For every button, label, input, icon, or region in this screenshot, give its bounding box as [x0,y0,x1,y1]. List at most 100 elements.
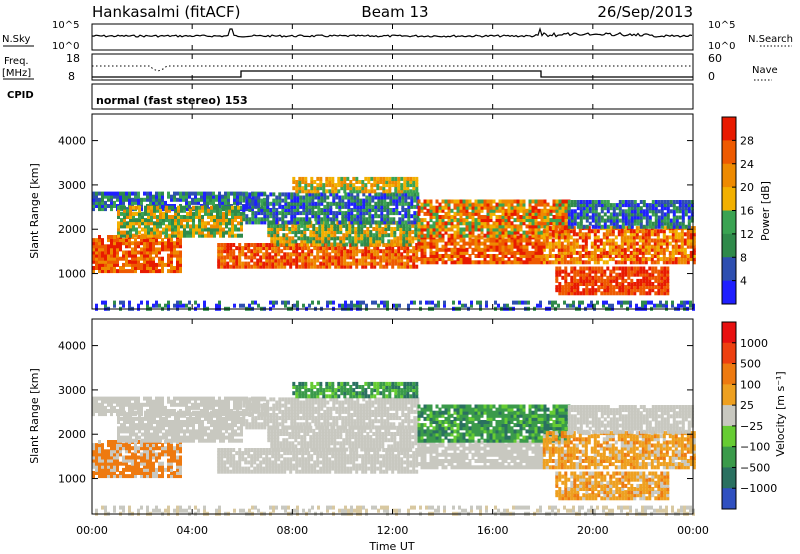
power-cell [116,262,119,267]
power-cell [104,269,107,274]
power-cell [271,261,275,266]
power-cell [681,224,685,229]
power-cell [641,257,645,262]
power-cell [531,215,535,219]
power-cell [320,201,324,206]
power-cell [104,300,107,305]
power-cell [167,259,170,264]
power-cell [404,208,408,212]
power-cell [355,252,359,257]
power-cell [528,205,532,210]
power-cell [621,200,625,204]
power-cell [254,220,258,225]
power-cell [650,254,654,258]
power-cell [104,194,107,199]
power-cell [317,195,321,200]
power-cell [657,218,661,223]
power-cell [429,257,433,262]
power-cell [606,288,610,293]
power-cell [113,256,116,261]
power-cell [629,229,633,234]
power-cell [432,227,436,232]
power-cell [579,275,583,280]
power-cell [581,244,585,249]
power-cell [567,200,571,204]
power-cell [485,300,488,305]
power-cell [358,189,362,194]
power-cell [362,192,366,197]
power-cell [540,221,544,226]
power-cell [642,224,646,229]
nsearch-tick-bottom: 10^0 [708,41,735,52]
power-cell [599,247,603,252]
power-cell [644,244,648,249]
power-cell [400,258,404,263]
power-cell [176,244,179,249]
power-cell [600,206,604,211]
power-cell [590,241,594,246]
power-cell [192,221,195,226]
power-cell [403,183,407,188]
power-cell [459,250,463,255]
power-cell [382,243,386,247]
power-cell [204,208,207,213]
velocity-cell [152,443,155,448]
power-cell [605,241,609,246]
power-cell [129,230,132,235]
power-cell [116,253,119,258]
power-cell [561,215,565,219]
power-cell [456,257,460,262]
power-cell [353,303,356,308]
velocity-cell [140,458,143,463]
power-cell [447,199,451,204]
power-cell [296,201,300,206]
freq-unit: [MHz] [2,68,31,79]
power-cell [365,220,369,225]
power-cell [357,227,361,231]
power-cell [340,249,344,254]
power-cell [415,183,419,188]
power-cell [680,250,684,255]
power-cell [376,183,380,188]
power-cell [513,257,517,262]
power-cell [119,241,122,246]
power-cell [122,262,125,267]
power-cell [651,269,655,274]
power-cell [222,218,225,223]
power-cell [140,250,143,255]
power-cell [522,254,526,258]
power-cell [280,249,284,254]
power-cell [372,233,376,238]
power-cell [444,241,448,246]
power-cell [432,241,436,246]
power-cell [231,208,234,213]
power-cell [672,200,676,204]
power-cell [678,203,682,208]
power-cell [663,200,667,204]
power-cell [259,246,263,251]
power-cell [254,214,258,219]
power-cell [555,272,559,277]
power-cell [647,247,651,252]
power-cell [303,230,307,235]
power-cell [594,203,598,208]
power-cell [609,282,613,286]
power-cell [128,250,131,255]
power-cell [680,300,683,305]
power-cell [237,227,240,232]
power-cell [501,244,505,249]
power-cell [645,209,649,214]
velocity-cell [164,446,167,451]
power-cell [331,186,335,191]
power-cell [357,239,361,244]
power-cell [356,211,360,216]
power-cell [143,262,146,267]
power-cell [686,254,690,258]
power-cell [483,241,487,246]
power-cell [492,244,496,249]
power-cell [321,223,325,228]
power-cell [666,206,670,211]
power-cell [239,303,242,308]
power-cell [621,224,625,229]
power-cell [528,199,532,204]
